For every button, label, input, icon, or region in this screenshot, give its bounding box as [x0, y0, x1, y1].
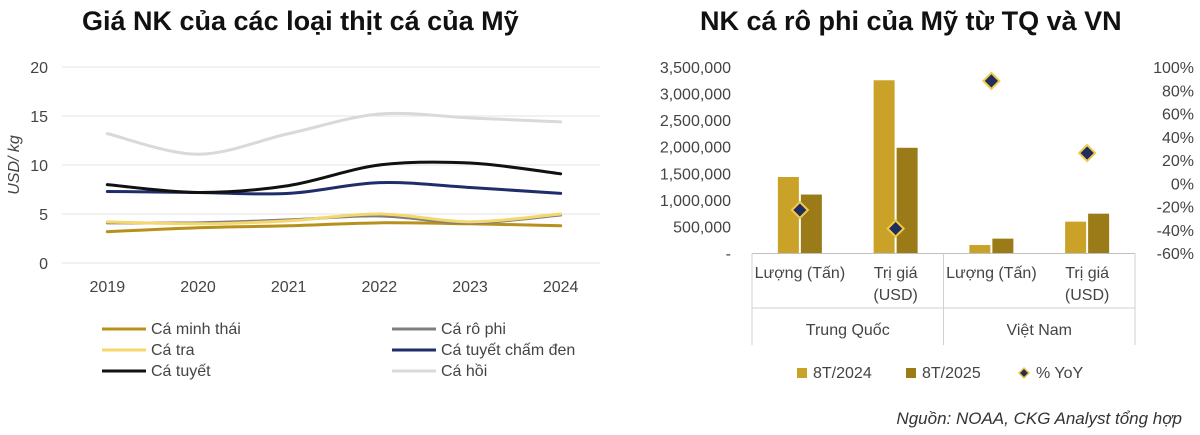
legend-label: Cá tra — [151, 342, 195, 359]
y-tick-label: 2,000,000 — [660, 140, 731, 157]
y-tick-label: 10 — [30, 158, 48, 175]
legend-label: Cá rô phi — [441, 321, 506, 338]
x-tick-label: 2024 — [543, 279, 579, 296]
x-category-label: (USD) — [1065, 287, 1109, 304]
legend-label: Cá tuyết chấm đen — [441, 342, 575, 359]
y2-tick-label: 100% — [1153, 60, 1194, 77]
legend-label: % YoY — [1036, 365, 1083, 382]
line-chart-title: Giá NK của các loại thịt cá của Mỹ — [82, 6, 519, 36]
y-tick-label: 15 — [30, 109, 48, 126]
legend-swatch — [797, 368, 807, 378]
y2-tick-label: 80% — [1162, 83, 1194, 100]
legend-label: Cá minh thái — [151, 321, 241, 338]
y2-tick-label: 40% — [1162, 130, 1194, 147]
bar — [1065, 221, 1087, 253]
bar — [992, 238, 1014, 253]
legend-label: Cá tuyết — [151, 363, 211, 380]
y-tick-label: 2,500,000 — [660, 113, 731, 130]
bar — [1088, 213, 1110, 253]
x-category-label: Lượng (Tấn) — [755, 265, 846, 282]
y-tick-label: 1,500,000 — [660, 166, 731, 183]
y-tick-label: 500,000 — [673, 219, 731, 236]
legend-marker — [1017, 366, 1031, 380]
legend-label: Cá hồi — [441, 363, 487, 380]
bar — [777, 177, 799, 253]
y-tick-label: 5 — [39, 207, 48, 224]
y-axis-title: USD/ kg — [6, 135, 23, 195]
y-tick-label: 3,000,000 — [660, 87, 731, 104]
bar — [800, 194, 822, 253]
bar — [969, 245, 991, 253]
x-category-label: Trị giá — [1065, 265, 1109, 282]
series-line — [105, 212, 563, 226]
y2-tick-label: -60% — [1157, 246, 1194, 263]
yoy-marker — [1077, 143, 1097, 163]
x-tick-label: 2023 — [452, 279, 488, 296]
y-tick-label: 0 — [39, 256, 48, 273]
y2-tick-label: -40% — [1157, 223, 1194, 240]
x-group-label: Trung Quốc — [806, 322, 890, 339]
yoy-marker — [886, 219, 906, 239]
legend-label: 8T/2025 — [922, 365, 981, 382]
x-tick-label: 2021 — [271, 279, 307, 296]
y2-tick-label: -20% — [1157, 200, 1194, 217]
legend-swatch — [906, 368, 916, 378]
yoy-marker — [790, 200, 810, 220]
y-tick-label: - — [726, 246, 731, 263]
y-tick-label: 1,000,000 — [660, 193, 731, 210]
bar-chart-title: NK cá rô phi của Mỹ từ TQ và VN — [700, 6, 1122, 36]
y-tick-label: 20 — [30, 60, 48, 77]
series-line — [105, 160, 563, 194]
bar — [873, 80, 895, 254]
x-category-label: (USD) — [873, 287, 917, 304]
source-note: Nguồn: NOAA, CKG Analyst tổng hợp — [896, 409, 1182, 428]
yoy-marker — [981, 71, 1001, 91]
tilapia-import-bar-chart: - 500,000 1,000,000 1,500,000 2,000,000 2,500… — [660, 60, 1194, 382]
series-line — [105, 111, 563, 156]
x-group-label: Việt Nam — [1006, 322, 1072, 339]
y2-tick-label: 20% — [1162, 153, 1194, 170]
x-category-label: Lượng (Tấn) — [946, 265, 1037, 282]
x-tick-label: 2019 — [90, 279, 126, 296]
import-price-line-chart: 0 5 10 15 20 USD/ kg 2019 2020 2021 2022 2023 2024 C… — [6, 60, 600, 380]
legend-label: 8T/2024 — [813, 365, 872, 382]
x-tick-label: 2022 — [362, 279, 398, 296]
y2-tick-label: 60% — [1162, 107, 1194, 124]
y2-tick-label: 0% — [1171, 176, 1194, 193]
bar — [896, 147, 918, 253]
y-tick-label: 3,500,000 — [660, 60, 731, 77]
x-tick-label: 2020 — [180, 279, 216, 296]
x-category-label: Trị giá — [874, 265, 918, 282]
